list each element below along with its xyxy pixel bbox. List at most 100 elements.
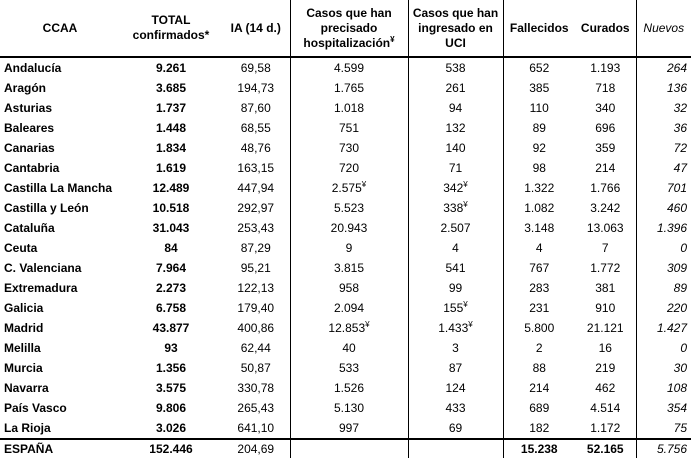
table-cell: 447,94 (222, 178, 290, 198)
cell-text: 641,10 (237, 421, 275, 435)
cell-text: 93 (164, 341, 178, 355)
table-cell: 1.619 (120, 158, 222, 178)
table-cell: 69,58 (222, 57, 290, 78)
table-row: Castilla y León 10.518 292,97 5.523 338¥ 1.08… (0, 198, 691, 218)
table-cell: Cataluña (0, 218, 120, 238)
cell-text: Castilla y León (4, 201, 89, 215)
cell-text: 2.575 (331, 181, 362, 195)
table-cell: Ceuta (0, 238, 120, 258)
table-cell: 338¥ (407, 198, 503, 218)
table-cell (407, 438, 503, 458)
table-cell: 13.063 (575, 218, 636, 238)
table-cell: Asturias (0, 98, 120, 118)
table-row: Ceuta 84 87,29 9 4 4 7 0 (0, 238, 691, 258)
cell-text: Casos que han ingresado en UCI (412, 5, 499, 50)
table-cell: 87,60 (222, 98, 290, 118)
table-cell: 1.834 (120, 138, 222, 158)
cell-text: 718 (595, 81, 616, 95)
table-cell: 179,40 (222, 298, 290, 318)
footnote-mark: ¥ (390, 34, 395, 44)
cell-text: 204,69 (237, 442, 275, 456)
cell-text: 5.130 (333, 401, 365, 415)
column-header: Fallecidos (502, 0, 575, 58)
table-row: Extremadura 2.273 122,13 958 99 283 381 89 (0, 278, 691, 298)
table-cell: 4 (502, 238, 575, 258)
cell-text: 1.737 (155, 101, 187, 115)
cell-text: Curados (580, 20, 630, 35)
table-cell: 16 (575, 338, 636, 358)
table-cell: 381 (575, 278, 636, 298)
cell-text: 533 (338, 361, 360, 375)
cell-text: 88 (532, 361, 546, 375)
cell-text: 689 (529, 401, 550, 415)
cell-text: 1.427 (656, 321, 687, 335)
table-cell: 261 (407, 78, 503, 98)
table-cell: 958 (289, 278, 408, 298)
cell-text: 40 (342, 341, 356, 355)
cell-text: 309 (666, 261, 687, 275)
table-cell: 36 (635, 118, 691, 138)
table-cell: 342¥ (407, 178, 503, 198)
table-cell: 354 (635, 398, 691, 418)
cell-text: ESPAÑA (4, 442, 54, 456)
table-cell: 95,21 (222, 258, 290, 278)
cell-text: 1.834 (155, 141, 187, 155)
table-cell: 1.737 (120, 98, 222, 118)
cell-text: 261 (445, 81, 466, 95)
table-cell: 40 (289, 338, 408, 358)
table-cell: 4.599 (289, 57, 408, 78)
cell-text: 132 (445, 121, 466, 135)
cell-text: Canarias (4, 141, 55, 155)
table-cell: 15.238 (502, 438, 575, 458)
cell-text: 292,97 (237, 201, 275, 215)
table-cell: 541 (407, 258, 503, 278)
cell-text: 12.853 (328, 321, 366, 335)
table-cell: Castilla y León (0, 198, 120, 218)
cell-text: 87 (448, 361, 463, 375)
table-row: C. Valenciana 7.964 95,21 3.815 541 767 1.772 3… (0, 258, 691, 278)
table-cell: 20.943 (289, 218, 408, 238)
table-cell: 3.148 (502, 218, 575, 238)
cell-text: 1.448 (155, 121, 187, 135)
cell-text: 1.172 (590, 421, 621, 435)
cell-text: 433 (445, 401, 466, 415)
table-cell: 155¥ (407, 298, 503, 318)
cell-text: 20.943 (330, 221, 368, 235)
cell-text: 89 (673, 281, 687, 295)
cell-text: 182 (529, 421, 550, 435)
cell-text: 460 (666, 201, 687, 215)
cell-text: 3.148 (524, 221, 555, 235)
table-cell: 910 (575, 298, 636, 318)
table-cell: 136 (635, 78, 691, 98)
table-cell: 1.448 (120, 118, 222, 138)
cell-text: 30 (673, 361, 687, 375)
table-cell: 720 (289, 158, 408, 178)
table-cell: 88 (502, 358, 575, 378)
table-cell: Andalucía (0, 57, 120, 78)
cell-text: 13.063 (586, 221, 624, 235)
cell-text: 1.193 (590, 61, 621, 75)
table-row: Castilla La Mancha 12.489 447,94 2.575¥ 342¥… (0, 178, 691, 198)
cell-text: IA (14 d.) (230, 20, 281, 35)
cell-text: 10.518 (152, 201, 190, 215)
cell-text: Asturias (4, 101, 53, 115)
table-row: La Rioja 3.026 641,10 997 69 182 1.172 75 (0, 418, 691, 439)
table-cell: 182 (502, 418, 575, 439)
table-cell: 460 (635, 198, 691, 218)
table-cell: 214 (575, 158, 636, 178)
cell-text: 2 (535, 341, 543, 355)
cell-text: 265,43 (237, 401, 275, 415)
cell-text: 751 (338, 121, 360, 135)
cell-text: Cataluña (4, 221, 55, 235)
cell-text: 75 (673, 421, 687, 435)
cell-text: 89 (532, 121, 546, 135)
table-cell: 1.427 (635, 318, 691, 338)
cell-text: TOTAL confirmados* (132, 13, 210, 42)
cell-text: 359 (595, 141, 616, 155)
cell-text: 342 (443, 181, 464, 195)
table-cell: 1.193 (575, 57, 636, 78)
cell-text: 4.599 (333, 61, 365, 75)
cell-text: 958 (338, 281, 360, 295)
table-cell: Extremadura (0, 278, 120, 298)
